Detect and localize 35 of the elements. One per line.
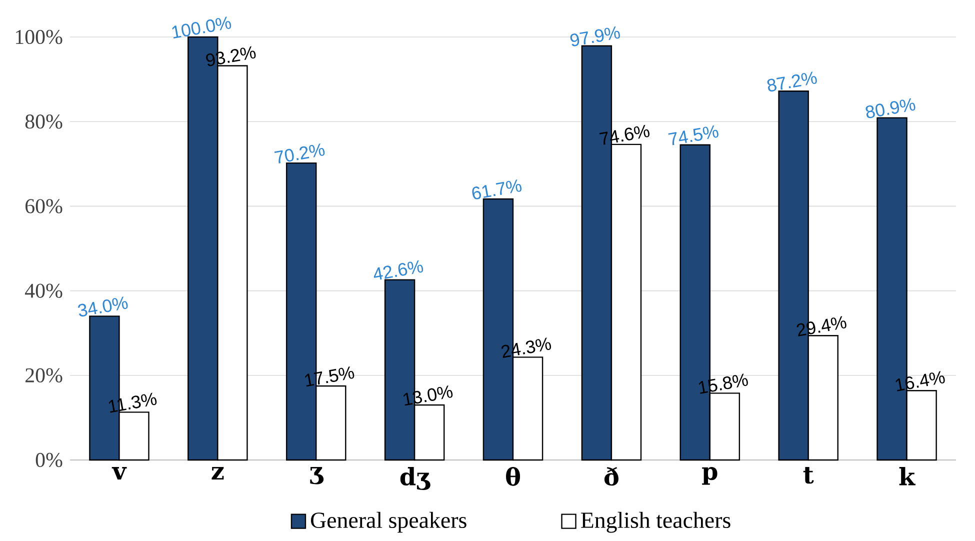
data-label: 34.0% <box>78 296 128 317</box>
y-tick-label: 40% <box>25 284 62 298</box>
data-label: 13.0% <box>404 385 453 406</box>
y-tick-label: 100% <box>16 30 62 44</box>
x-tick-label: v <box>112 467 127 480</box>
legend-label: General speakers <box>310 512 466 533</box>
data-label: 17.5% <box>305 366 354 387</box>
data-label: 42.6% <box>374 260 424 280</box>
x-tick-label: z <box>212 467 224 480</box>
y-tick-label: 20% <box>26 368 62 382</box>
data-label: 11.3% <box>108 392 157 413</box>
data-label: 74.6% <box>599 124 650 145</box>
x-tick-label: ð <box>604 467 618 486</box>
data-label: 97.9% <box>570 26 620 46</box>
data-label: 74.5% <box>668 125 718 146</box>
data-label: 24.3% <box>501 338 552 358</box>
x-tick-label: dʒ <box>400 467 430 490</box>
legend-label: English teachers <box>581 512 730 533</box>
data-label: 15.8% <box>698 374 748 394</box>
y-tick-label: 80% <box>25 114 62 129</box>
y-tick-label: 60% <box>26 199 62 214</box>
x-tick-label: θ <box>506 467 520 486</box>
data-label: 87.2% <box>767 72 817 92</box>
data-label: 61.7% <box>472 179 522 200</box>
x-tick-label: k <box>899 467 916 486</box>
data-label: 29.4% <box>796 316 846 336</box>
data-label: 100.0% <box>172 16 232 39</box>
data-label: 80.9% <box>866 98 916 118</box>
x-tick-label: p <box>702 467 718 485</box>
data-label: 16.4% <box>896 371 945 392</box>
x-tick-label: ʒ <box>310 467 324 484</box>
data-label: 70.2% <box>274 144 325 164</box>
x-tick-label: t <box>803 467 814 484</box>
data-label: 93.2% <box>206 46 256 66</box>
y-tick-label: 0% <box>36 452 62 468</box>
